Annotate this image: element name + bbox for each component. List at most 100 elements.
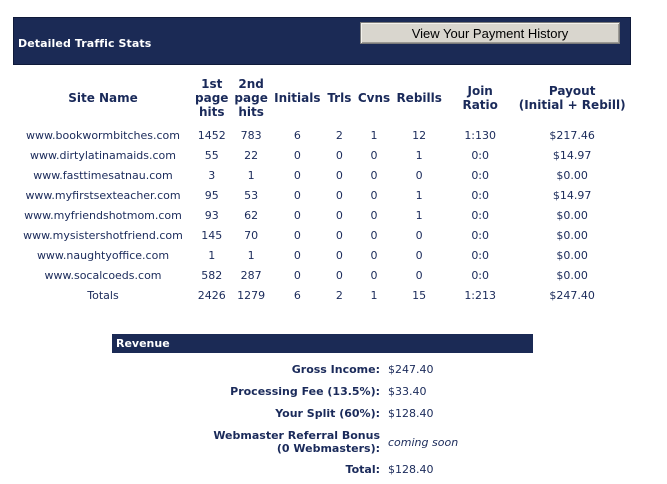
cell-cvns: 0 — [370, 208, 378, 222]
total-payout: $247.40 — [549, 288, 595, 302]
cell-trls: 0 — [335, 228, 343, 242]
your-split-label: Your Split (60%): — [275, 407, 380, 420]
cell-join-ratio: 0:0 — [471, 228, 490, 242]
cell-rebills: 1 — [415, 188, 423, 202]
col-initials: Initials — [274, 91, 321, 105]
your-split-value: $128.40 — [388, 407, 434, 420]
cell-initials: 0 — [293, 168, 301, 182]
cell-payout: $0.00 — [556, 168, 588, 182]
processing-fee-label: Processing Fee (13.5%): — [230, 385, 380, 398]
cell-join-ratio: 0:0 — [471, 268, 490, 282]
cell-cvns: 0 — [370, 168, 378, 182]
cell-first-page-hits: 3 — [208, 168, 216, 182]
cell-payout: $14.97 — [552, 188, 592, 202]
cell-first-page-hits: 93 — [204, 208, 219, 222]
cell-rebills: 0 — [415, 268, 423, 282]
cell-trls: 0 — [335, 168, 343, 182]
cell-site-name: www.fasttimesatnau.com — [33, 168, 173, 182]
page-title: Detailed Traffic Stats — [18, 37, 152, 50]
cell-site-name: www.bookwormbitches.com — [26, 128, 180, 142]
cell-trls: 0 — [335, 188, 343, 202]
cell-second-page-hits: 62 — [244, 208, 259, 222]
cell-site-name: www.myfriendshotmom.com — [24, 208, 182, 222]
cell-first-page-hits: 95 — [204, 188, 219, 202]
cell-rebills: 0 — [415, 248, 423, 262]
cell-first-page-hits: 582 — [201, 268, 223, 282]
cell-payout: $14.97 — [552, 148, 592, 162]
cell-join-ratio: 0:0 — [471, 168, 490, 182]
cell-trls: 2 — [335, 128, 343, 142]
cell-second-page-hits: 22 — [244, 148, 259, 162]
col-trls: Trls — [327, 91, 352, 105]
cell-second-page-hits: 287 — [240, 268, 262, 282]
table-row: www.naughtyoffice.com 1 1 0 0 0 0 0:0 $0.00 — [14, 245, 629, 265]
cell-trls: 0 — [335, 148, 343, 162]
cell-second-page-hits: 53 — [244, 188, 259, 202]
table-row: www.dirtylatinamaids.com 55 22 0 0 0 1 0:0 $14.9… — [14, 145, 629, 165]
cell-site-name: www.dirtylatinamaids.com — [30, 148, 176, 162]
cell-join-ratio: 0:0 — [471, 148, 490, 162]
cell-initials: 6 — [293, 128, 301, 142]
table-row: www.mysistershotfriend.com 145 70 0 0 0 0 0:0 $0… — [14, 225, 629, 245]
cell-rebills: 1 — [415, 148, 423, 162]
cell-trls: 0 — [335, 208, 343, 222]
cell-rebills: 0 — [415, 228, 423, 242]
col-rebills: Rebills — [396, 91, 442, 105]
cell-site-name: www.socalcoeds.com — [44, 268, 162, 282]
cell-initials: 0 — [293, 248, 301, 262]
cell-initials: 0 — [293, 188, 301, 202]
cell-site-name: www.mysistershotfriend.com — [23, 228, 183, 242]
cell-join-ratio: 0:0 — [471, 188, 490, 202]
cell-payout: $0.00 — [556, 228, 588, 242]
cell-rebills: 12 — [412, 128, 427, 142]
cell-cvns: 1 — [370, 128, 378, 142]
cell-first-page-hits: 145 — [201, 228, 223, 242]
cell-cvns: 0 — [370, 148, 378, 162]
total-site-name: Totals — [87, 288, 119, 302]
table-row: www.fasttimesatnau.com 3 1 0 0 0 0 0:0 $0.00 — [14, 165, 629, 185]
header-bar: Detailed Traffic Stats View Your Payment… — [13, 17, 631, 65]
cell-site-name: www.naughtyoffice.com — [36, 248, 170, 262]
total-cvns: 1 — [370, 288, 378, 302]
total-join-ratio: 1:213 — [464, 288, 497, 302]
total-initials: 6 — [293, 288, 301, 302]
total-trls: 2 — [335, 288, 343, 302]
cell-first-page-hits: 55 — [204, 148, 219, 162]
cell-trls: 0 — [335, 248, 343, 262]
cell-initials: 0 — [293, 208, 301, 222]
view-payment-history-button[interactable]: View Your Payment History — [360, 22, 620, 44]
table-header-row: Site Name 1st page hits 2nd page hits Initia… — [14, 77, 629, 125]
cell-cvns: 0 — [370, 268, 378, 282]
cell-site-name: www.myfirstsexteacher.com — [25, 188, 181, 202]
table-row: www.myfirstsexteacher.com 95 53 0 0 0 1 0:0 $14.… — [14, 185, 629, 205]
cell-cvns: 0 — [370, 228, 378, 242]
cell-rebills: 1 — [415, 208, 423, 222]
cell-join-ratio: 1:130 — [464, 128, 497, 142]
cell-cvns: 0 — [370, 188, 378, 202]
cell-second-page-hits: 783 — [240, 128, 262, 142]
col-site-name: Site Name — [68, 91, 138, 105]
col-join-ratio: Join Ratio — [462, 84, 498, 112]
cell-initials: 0 — [293, 268, 301, 282]
cell-second-page-hits: 70 — [244, 228, 259, 242]
cell-payout: $0.00 — [556, 268, 588, 282]
col-first-page-hits: 1st page hits — [195, 77, 229, 119]
cell-initials: 0 — [293, 228, 301, 242]
cell-join-ratio: 0:0 — [471, 248, 490, 262]
total-label: Total: — [345, 463, 380, 476]
cell-payout: $0.00 — [556, 208, 588, 222]
total-second-page-hits: 1279 — [237, 288, 266, 302]
cell-cvns: 0 — [370, 248, 378, 262]
revenue-header: Revenue — [112, 334, 533, 353]
cell-first-page-hits: 1452 — [197, 128, 226, 142]
cell-rebills: 0 — [415, 168, 423, 182]
gross-income-label: Gross Income: — [291, 363, 380, 376]
table-row: www.bookwormbitches.com 1452 783 6 2 1 12 1:130… — [14, 125, 629, 145]
cell-join-ratio: 0:0 — [471, 208, 490, 222]
processing-fee-value: $33.40 — [388, 385, 427, 398]
col-second-page-hits: 2nd page hits — [234, 77, 268, 119]
totals-row: Totals 2426 1279 6 2 1 15 1:213 $247.40 — [14, 285, 629, 305]
gross-income-value: $247.40 — [388, 363, 434, 376]
cell-trls: 0 — [335, 268, 343, 282]
cell-payout: $0.00 — [556, 248, 588, 262]
